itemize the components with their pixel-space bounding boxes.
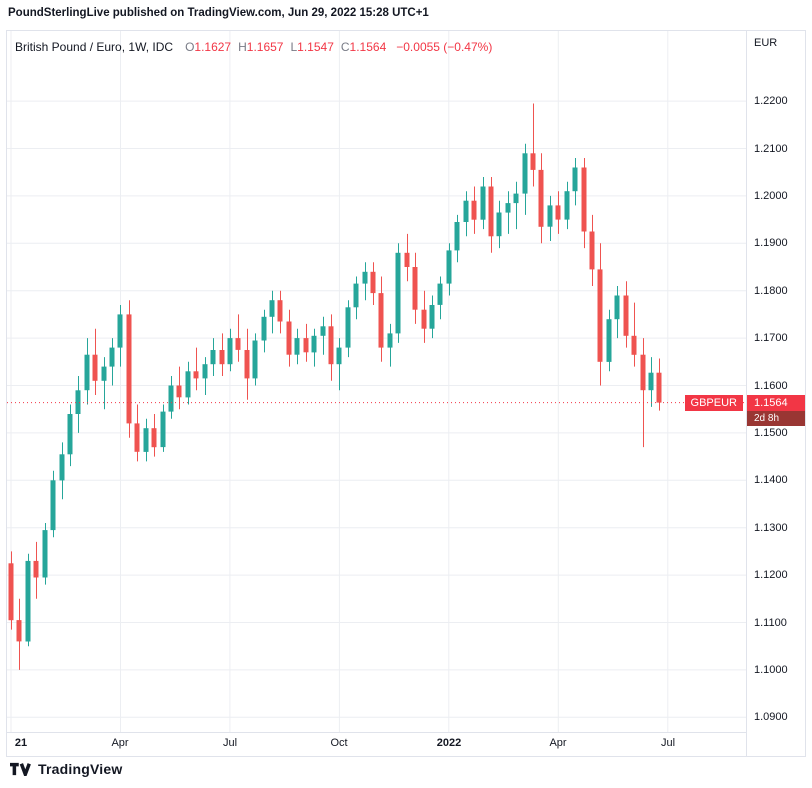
currency-label: EUR xyxy=(754,37,778,49)
attribution-text: PoundSterlingLive published on TradingVi… xyxy=(8,7,429,19)
time-axis-label: 2022 xyxy=(436,737,462,749)
time-axis-label: Apr xyxy=(549,737,567,749)
last-price-badge: 1.1564 xyxy=(747,395,805,411)
time-axis-label: Jul xyxy=(660,737,676,749)
time-axis-label: Jul xyxy=(222,737,238,749)
chart-legend: British Pound / Euro, 1W, IDC O1.1627 H1.1… xyxy=(15,40,492,54)
chart-frame: British Pound / Euro, 1W, IDC O1.1627 H1.1… xyxy=(6,30,806,757)
close-value: 1.1564 xyxy=(349,40,387,54)
price-tick-label: 1.1500 xyxy=(754,427,788,439)
close-label: C xyxy=(340,40,350,54)
high-label: H xyxy=(238,40,247,54)
time-axis-label: Oct xyxy=(330,737,348,749)
tradingview-brand[interactable]: TradingView xyxy=(38,761,123,777)
low-label: L xyxy=(290,40,298,54)
price-tick-label: 1.1700 xyxy=(754,332,788,344)
price-axis[interactable]: EUR 1.2200 1.2100 1.2000 1.1900 1.1800 1.1700… xyxy=(747,31,805,756)
price-tick-label: 1.1000 xyxy=(754,664,788,676)
price-tick-label: 1.1600 xyxy=(754,380,788,392)
high-value: 1.1657 xyxy=(246,40,284,54)
price-chart-plot[interactable]: British Pound / Euro, 1W, IDC O1.1627 H1.1… xyxy=(7,31,746,732)
price-line-symbol-badge: GBPEUR xyxy=(684,395,743,411)
price-tick-label: 1.1300 xyxy=(754,522,788,534)
price-tick-label: 1.1900 xyxy=(754,237,788,249)
price-tick-label: 1.2200 xyxy=(754,95,788,107)
price-tick-label: 1.0900 xyxy=(754,711,788,723)
time-axis[interactable]: 21 Apr Jul Oct 2022 Apr Jul xyxy=(7,733,746,756)
price-tick-label: 1.2100 xyxy=(754,143,788,155)
grid-lines xyxy=(7,31,746,732)
tradingview-logo-icon[interactable] xyxy=(10,762,31,776)
time-axis-label: Apr xyxy=(111,737,129,749)
symbol-title[interactable]: British Pound / Euro, 1W, IDC xyxy=(15,40,174,54)
candlestick-chart xyxy=(7,31,746,732)
candlestick-series xyxy=(8,103,662,670)
time-axis-label: 21 xyxy=(14,737,28,749)
price-tick-label: 1.2000 xyxy=(754,190,788,202)
price-tick-label: 1.1800 xyxy=(754,285,788,297)
price-tick-label: 1.1400 xyxy=(754,474,788,486)
low-value: 1.1547 xyxy=(297,40,334,54)
change-value: −0.0055 (−0.47%) xyxy=(396,40,493,54)
price-tick-label: 1.1200 xyxy=(754,569,788,581)
price-tick-label: 1.1100 xyxy=(754,617,787,629)
open-value: 1.1627 xyxy=(194,40,232,54)
footer: TradingView xyxy=(10,761,122,777)
bar-countdown-badge: 2d 8h xyxy=(747,411,805,426)
open-label: O xyxy=(185,40,195,54)
axis-separator-horizontal xyxy=(7,732,746,733)
axis-separator-vertical xyxy=(746,31,747,756)
